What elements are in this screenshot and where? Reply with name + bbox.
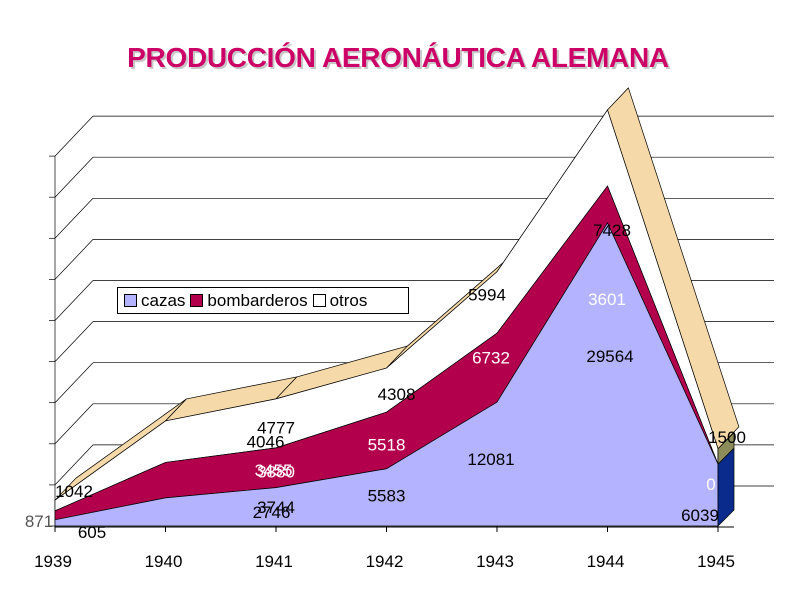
legend-swatch-otros (312, 294, 326, 307)
data-label-cazas-1945: 6039 (681, 506, 719, 525)
areas-layer (54, 87, 740, 527)
gridline-side-3 (54, 362, 94, 403)
data-label-cazas-1943: 12081 (467, 450, 514, 469)
gridline-side-6 (54, 239, 94, 280)
data-label-otros-1939: 1042 (55, 482, 93, 501)
x-tick-label-6: 1945 (697, 552, 735, 571)
data-label-bombarderos-1945: 0 (706, 475, 715, 494)
gridline-side-9 (54, 115, 94, 157)
chart-title: PRODUCCIÓN AERONÁUTICA ALEMANA (127, 42, 669, 73)
data-label-otros-1940: 4046 (247, 433, 285, 452)
end-face-otros (717, 431, 735, 465)
x-tick-label-5: 1944 (587, 552, 625, 571)
data-label-otros-1945: 1500 (708, 428, 746, 447)
x-tick-label-0: 1939 (34, 552, 72, 571)
gridline-side-4 (54, 321, 94, 362)
data-label-bombarderos-1939: 871 (25, 512, 53, 531)
legend-swatch-cazas (124, 294, 137, 307)
axis-layer: 1939 1940 1941 1942 1943 1944 1945 (34, 526, 735, 571)
x-tick-label-2: 1941 (255, 552, 293, 571)
data-label-bombarderos-1941: 3880 (257, 463, 295, 482)
legend-item-otros: otros (312, 290, 368, 311)
gridline-side-1 (54, 444, 94, 486)
gridline-side-7 (54, 198, 94, 239)
data-label-cazas-1941: 3744 (257, 498, 295, 517)
data-label-cazas-1939: 605 (78, 523, 106, 542)
data-label-otros-1941: 4777 (257, 418, 295, 437)
gridline-side-5 (54, 280, 94, 321)
data-label-bombarderos-1944: 3601 (588, 290, 626, 309)
data-label-cazas-1940: 2746 (253, 503, 291, 522)
gridline-side-2 (54, 403, 94, 445)
data-label-cazas-1942: 5583 (368, 486, 406, 505)
chart-legend: cazas bombarderos otros (117, 287, 409, 314)
x-tick-label-1: 1940 (145, 552, 183, 571)
legend-label-cazas: cazas (141, 290, 186, 310)
x-tick-label-4: 1943 (476, 552, 514, 571)
data-label-bombarderos-1940: 3455 (255, 461, 293, 480)
x-tick-label-3: 1942 (366, 552, 404, 571)
legend-label-otros: otros (329, 290, 368, 310)
data-label-otros-1942: 4308 (378, 385, 416, 404)
data-label-bombarderos-1943: 6732 (472, 349, 510, 368)
legend-item-bombarderos: bombarderos (190, 290, 308, 311)
legend-label-bombarderos: bombarderos (207, 290, 308, 310)
data-label-bombarderos-1942: 5518 (368, 435, 406, 454)
data-label-otros-1943: 5994 (468, 285, 506, 304)
legend-item-cazas: cazas (124, 291, 185, 311)
legend-swatch-bombarderos (190, 294, 204, 307)
data-label-otros-1944: 7428 (593, 221, 631, 240)
data-label-cazas-1944: 29564 (586, 347, 633, 366)
gridline-side-8 (54, 156, 94, 198)
